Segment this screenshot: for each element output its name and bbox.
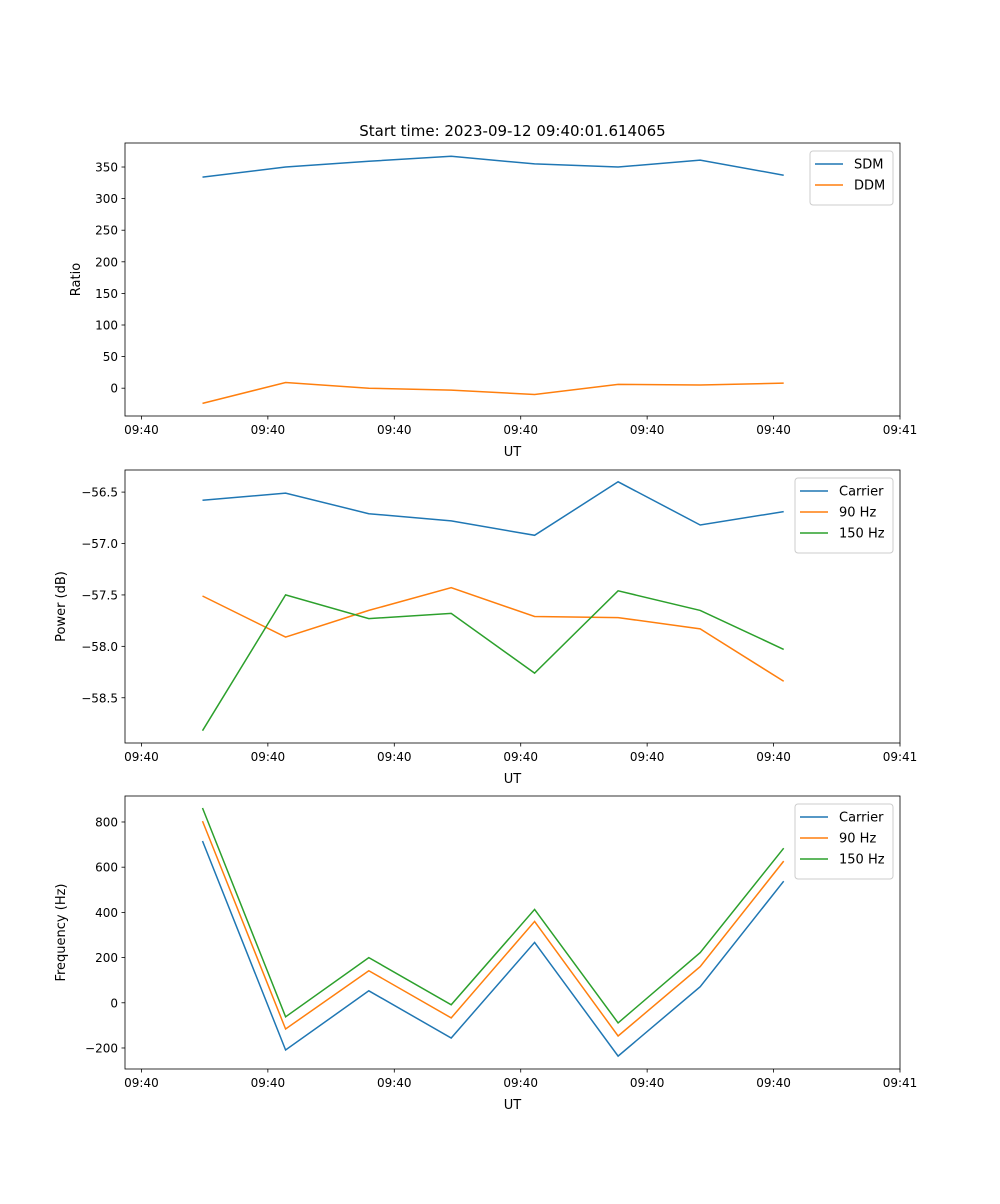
y-tick-label: 800 <box>95 815 118 829</box>
x-tick-label: 09:40 <box>630 1076 665 1090</box>
legend-label: DDM <box>854 179 885 194</box>
series-line-sdm <box>202 155 784 178</box>
legend: Carrier 90 Hz 150 Hz <box>794 803 894 880</box>
y-tick-label: 250 <box>95 224 118 238</box>
series-line-90-hz <box>202 586 785 682</box>
x-tick-label: 09:40 <box>377 423 412 437</box>
x-tick-label: 09:40 <box>630 750 665 764</box>
x-tick-label: 09:40 <box>124 750 159 764</box>
x-tick-label: 09:40 <box>377 750 412 764</box>
y-tick-label: 50 <box>103 350 118 364</box>
legend: Carrier 90 Hz 150 Hz <box>794 477 894 554</box>
y-axis-label: Frequency (Hz) <box>54 883 69 981</box>
y-tick-label: −57.5 <box>81 588 118 602</box>
axes-frame <box>124 142 901 417</box>
chart-title: Start time: 2023-09-12 09:40:01.614065 <box>359 122 665 140</box>
legend-label: Carrier <box>839 811 884 826</box>
x-tick-label: 09:40 <box>503 1076 538 1090</box>
legend-label: 90 Hz <box>839 832 876 847</box>
series-line-150-hz <box>201 807 785 1024</box>
y-tick-label: −200 <box>85 1041 118 1055</box>
y-tick-label: 600 <box>95 861 118 875</box>
x-tick-label: 09:41 <box>883 423 918 437</box>
y-tick-label: −56.5 <box>81 486 118 500</box>
y-tick-label: −57.0 <box>81 537 118 551</box>
legend-label: 90 Hz <box>839 506 876 521</box>
legend: SDM DDM <box>809 150 894 206</box>
x-tick-label: 09:40 <box>251 1076 286 1090</box>
x-tick-label: 09:40 <box>124 1076 159 1090</box>
x-tick-label: 09:41 <box>883 750 918 764</box>
y-tick-label: 200 <box>95 951 118 965</box>
y-tick-label: 0 <box>110 382 118 396</box>
x-tick-label: 09:40 <box>503 750 538 764</box>
series-line-150-hz <box>201 589 785 732</box>
legend-label: Carrier <box>839 485 884 500</box>
y-tick-label: 100 <box>95 319 118 333</box>
y-tick-label: 350 <box>95 161 118 175</box>
subplot-2: 09:40 09:40 09:40 09:40 09:40 09:40 09:41 UT −58… <box>54 469 918 787</box>
y-tick-label: 150 <box>95 287 118 301</box>
legend-label: SDM <box>854 158 883 173</box>
y-tick-label: 400 <box>95 906 118 920</box>
x-tick-label: 09:40 <box>630 423 665 437</box>
y-axis-label: Ratio <box>69 263 84 296</box>
x-tick-label: 09:40 <box>124 423 159 437</box>
series-line-carrier <box>202 480 784 537</box>
y-tick-label: −58.0 <box>81 640 118 654</box>
legend-box <box>794 803 894 880</box>
subplot-1: Start time: 2023-09-12 09:40:01.614065 09… <box>69 122 917 460</box>
x-axis-label: UT <box>504 445 522 460</box>
y-axis-label: Power (dB) <box>54 571 69 642</box>
x-tick-label: 09:40 <box>503 423 538 437</box>
x-tick-label: 09:41 <box>883 1076 918 1090</box>
x-tick-label: 09:40 <box>756 750 791 764</box>
series-line-carrier <box>201 840 785 1058</box>
x-tick-label: 09:40 <box>251 750 286 764</box>
series-line-ddm <box>202 381 784 405</box>
y-tick-label: 0 <box>110 996 118 1010</box>
series-line-90-hz <box>201 820 785 1038</box>
legend-box <box>794 477 894 554</box>
axes-frame <box>124 795 901 1070</box>
x-tick-label: 09:40 <box>251 423 286 437</box>
legend-label: 150 Hz <box>839 853 885 868</box>
x-axis-label: UT <box>504 1098 522 1113</box>
y-tick-label: 200 <box>95 255 118 269</box>
x-axis-label: UT <box>504 772 522 787</box>
y-tick-label: −58.5 <box>81 691 118 705</box>
x-tick-label: 09:40 <box>756 1076 791 1090</box>
legend-label: 150 Hz <box>839 527 885 542</box>
axes-frame <box>124 469 901 744</box>
x-tick-label: 09:40 <box>756 423 791 437</box>
x-tick-label: 09:40 <box>377 1076 412 1090</box>
subplot-3: 09:40 09:40 09:40 09:40 09:40 09:40 09:41 UT −20… <box>54 795 918 1113</box>
y-tick-label: 300 <box>95 192 118 206</box>
